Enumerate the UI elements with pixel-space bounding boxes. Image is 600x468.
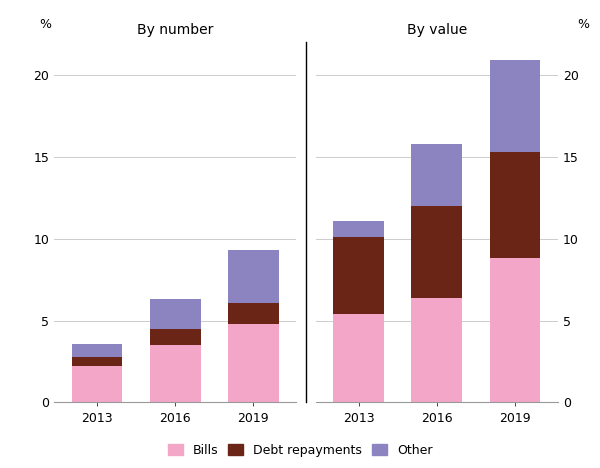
- Bar: [150, 300, 200, 329]
- Bar: [412, 206, 462, 298]
- Bar: [71, 344, 122, 357]
- Bar: [490, 60, 541, 152]
- Bar: [490, 152, 541, 258]
- Bar: [228, 324, 279, 402]
- Bar: [490, 258, 541, 402]
- Text: %: %: [577, 18, 589, 31]
- Bar: [333, 237, 384, 314]
- Bar: [412, 144, 462, 206]
- Bar: [333, 220, 384, 237]
- Bar: [412, 298, 462, 402]
- Title: By number: By number: [137, 23, 214, 37]
- Text: %: %: [40, 18, 52, 31]
- Bar: [228, 250, 279, 302]
- Bar: [333, 314, 384, 402]
- Bar: [71, 366, 122, 402]
- Bar: [228, 302, 279, 324]
- Bar: [71, 357, 122, 366]
- Legend: Bills, Debt repayments, Other: Bills, Debt repayments, Other: [163, 439, 437, 462]
- Bar: [150, 345, 200, 402]
- Title: By value: By value: [407, 23, 467, 37]
- Bar: [150, 329, 200, 345]
